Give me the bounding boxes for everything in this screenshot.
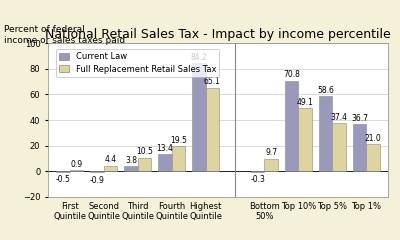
Bar (104, 166, 117, 171)
Bar (70, 170, 83, 171)
Text: 58.6: 58.6 (317, 86, 334, 95)
Text: 4.4: 4.4 (104, 155, 116, 164)
Bar (298, 108, 312, 171)
Bar (192, 63, 206, 171)
Text: -0.5: -0.5 (56, 175, 70, 184)
Text: 10.5: 10.5 (136, 147, 153, 156)
Text: 21.0: 21.0 (365, 134, 382, 143)
Text: 84.2: 84.2 (190, 53, 207, 62)
Bar (332, 123, 346, 171)
Bar (264, 159, 278, 171)
Text: -0.3: -0.3 (250, 175, 265, 184)
Bar (353, 124, 366, 171)
Bar (172, 146, 185, 171)
Text: 9.7: 9.7 (265, 148, 277, 157)
Text: 3.8: 3.8 (125, 156, 137, 165)
Bar (285, 81, 298, 171)
Legend: Current Law, Full Replacement Retail Sales Tax: Current Law, Full Replacement Retail Sal… (56, 49, 219, 77)
Text: 37.4: 37.4 (330, 113, 348, 122)
Bar (206, 88, 219, 171)
Bar (319, 96, 332, 171)
Bar (366, 144, 380, 171)
Bar (158, 154, 172, 171)
Bar (251, 171, 264, 172)
Text: 36.7: 36.7 (351, 114, 368, 123)
Bar (56, 171, 70, 172)
Bar (138, 158, 151, 171)
Text: Percent of federal: Percent of federal (4, 25, 84, 34)
Text: -0.9: -0.9 (90, 176, 104, 185)
Text: 49.1: 49.1 (297, 98, 314, 107)
Bar (90, 171, 104, 172)
Text: 65.1: 65.1 (204, 77, 221, 86)
Text: 0.9: 0.9 (70, 160, 82, 168)
Text: 70.8: 70.8 (283, 70, 300, 79)
Bar (124, 166, 138, 171)
Title: National Retail Sales Tax - Impact by income percentile: National Retail Sales Tax - Impact by in… (45, 28, 391, 41)
Text: 13.4: 13.4 (156, 144, 173, 152)
Text: income or sales taxes paid: income or sales taxes paid (4, 36, 125, 45)
Text: 19.5: 19.5 (170, 136, 187, 145)
